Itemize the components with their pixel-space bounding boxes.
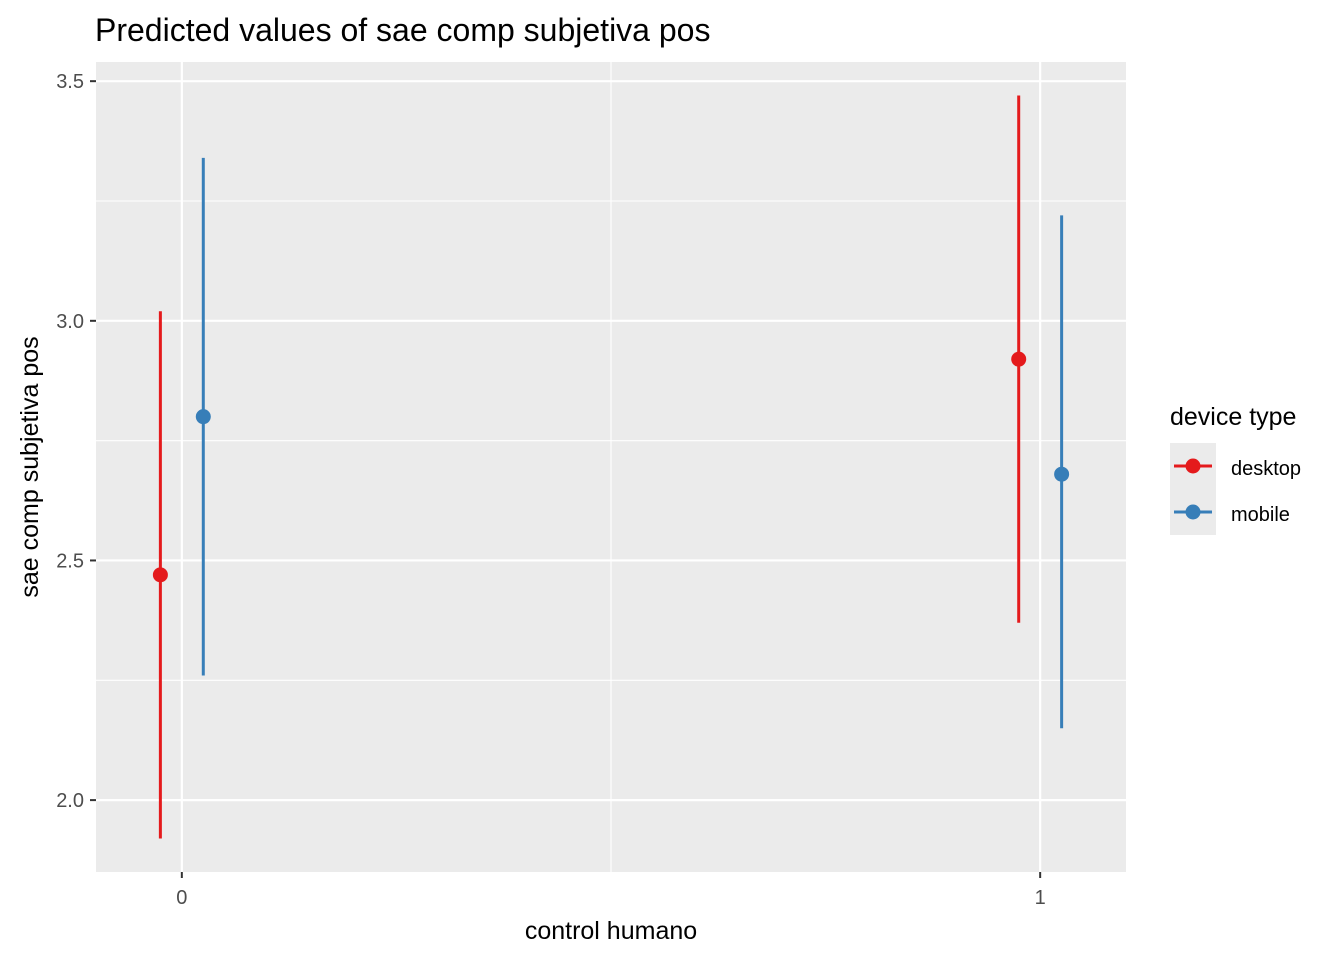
- chart-title: Predicted values of sae comp subjetiva p…: [95, 12, 710, 48]
- point-desktop: [152, 567, 168, 583]
- point-mobile: [1054, 466, 1070, 482]
- y-tick-label: 3.5: [56, 71, 84, 93]
- legend-key-point-mobile: [1185, 504, 1201, 520]
- y-axis-title: sae comp subjetiva pos: [16, 336, 44, 597]
- grid-minor: [96, 62, 1126, 872]
- y-tick-label: 3.0: [56, 311, 84, 333]
- x-tick-label: 1: [1035, 887, 1046, 909]
- legend-key-point-desktop: [1185, 458, 1201, 474]
- y-tick-label: 2.0: [56, 790, 84, 812]
- legend: device type desktop mobile: [1170, 403, 1301, 535]
- legend-label-mobile: mobile: [1231, 504, 1290, 526]
- legend-title: device type: [1170, 403, 1296, 431]
- data-marks: [152, 95, 1070, 839]
- x-tick-label: 0: [176, 887, 187, 909]
- grid-major: [96, 62, 1126, 872]
- y-tick-label: 2.5: [56, 550, 84, 572]
- legend-label-desktop: desktop: [1231, 458, 1301, 480]
- x-axis-title: control humano: [525, 917, 697, 945]
- point-mobile: [195, 409, 211, 425]
- point-desktop: [1011, 351, 1027, 367]
- y-axis-ticks: 2.0 2.5 3.0 3.5: [56, 71, 96, 812]
